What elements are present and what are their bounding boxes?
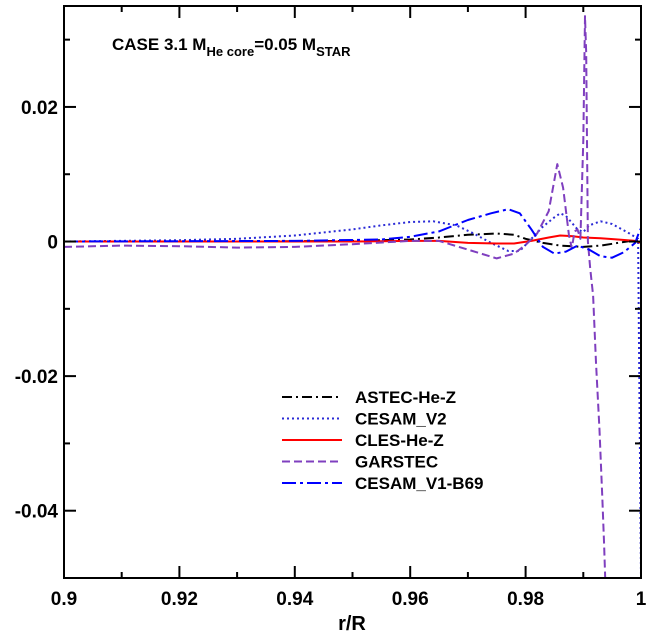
x-tick-label: 0.98	[507, 589, 544, 610]
series-layer	[64, 15, 641, 578]
ticks-layer: 0.9 0.92 0.94 0.96 0.98 1 -0.04 -0.02 0 0.02	[15, 6, 647, 610]
y-tick-label: 0	[47, 233, 58, 254]
legend-label-garstec: GARSTEC	[355, 453, 438, 472]
series-line-astec-he-z	[64, 232, 641, 248]
series-line-cesam-v2	[64, 212, 641, 578]
title-subscript-he-core: He core	[206, 44, 254, 59]
y-tick-label: 0.02	[21, 98, 58, 119]
legend-label-astec-he-z: ASTEC-He-Z	[355, 388, 456, 407]
legend-label-cesam-v2: CESAM_V2	[355, 410, 447, 429]
x-tick-label: 0.9	[51, 589, 77, 610]
legend-label-cles-he-z: CLES-He-Z	[355, 431, 444, 450]
title-subscript-star: STAR	[316, 44, 351, 59]
x-tick-label: 1	[636, 589, 647, 610]
x-tick-label: 0.96	[392, 589, 429, 610]
series-line-garstec	[64, 15, 607, 578]
y-tick-label: -0.04	[15, 502, 59, 523]
x-axis-label: r/R	[338, 613, 366, 635]
legend: ASTEC-He-Z CESAM_V2 CLES-He-Z GARSTEC CESAM_…	[282, 388, 484, 493]
series-line-cesam-v1-b69	[64, 208, 641, 259]
legend-label-cesam-v1-b69: CESAM_V1-B69	[355, 474, 484, 493]
x-tick-label: 0.92	[161, 589, 198, 610]
title-prefix: CASE 3.1 M	[112, 35, 206, 54]
x-tick-label: 0.94	[276, 589, 313, 610]
chart-title: CASE 3.1 MHe core=0.05 MSTAR	[112, 35, 351, 59]
plot-area	[64, 6, 641, 578]
title-middle: =0.05 M	[254, 35, 316, 54]
y-tick-label: -0.02	[15, 367, 58, 388]
